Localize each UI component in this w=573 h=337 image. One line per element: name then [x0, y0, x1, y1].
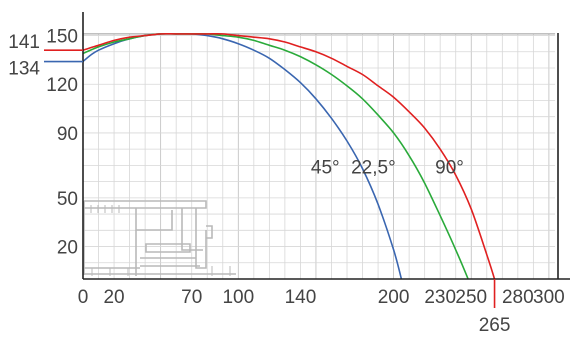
y-tick-label: 20 — [57, 238, 78, 259]
x-tick-label: 20 — [103, 287, 124, 308]
angle-label: 22,5° — [351, 158, 396, 179]
curves — [82, 33, 496, 280]
curve-90° — [82, 33, 496, 280]
curve-22,5° — [82, 33, 469, 280]
y-tick-label: 50 — [57, 189, 78, 210]
tick-labels: 0 20 70 100 140 200 230 250 280 300 20 50 90 120 150 — [46, 27, 564, 308]
x-tick-label: 230 — [424, 287, 456, 308]
angle-label: 90° — [435, 158, 464, 179]
y-tick-label: 90 — [57, 124, 78, 145]
x-tick-label: 250 — [455, 287, 487, 308]
y-tick-label: 120 — [46, 75, 78, 96]
window-profile-drawing — [83, 200, 236, 276]
x-tick-label: 0 — [78, 287, 89, 308]
angle-label: 45° — [311, 158, 340, 179]
callout-label-y: 134 — [8, 59, 40, 80]
x-tick-label: 280 — [502, 287, 534, 308]
callout-label-y: 141 — [8, 32, 40, 53]
callout-label-x: 265 — [479, 315, 511, 336]
x-tick-label: 70 — [181, 287, 202, 308]
x-tick-label: 300 — [533, 287, 565, 308]
angle-labels: 45° 22,5° 90° — [311, 158, 464, 179]
y-tick-label: 150 — [46, 27, 78, 48]
x-tick-label: 200 — [378, 287, 410, 308]
grid — [82, 33, 556, 280]
x-tick-label: 140 — [285, 287, 317, 308]
x-tick-label: 100 — [222, 287, 254, 308]
dimension-callouts: 141 134 265 — [8, 32, 510, 336]
